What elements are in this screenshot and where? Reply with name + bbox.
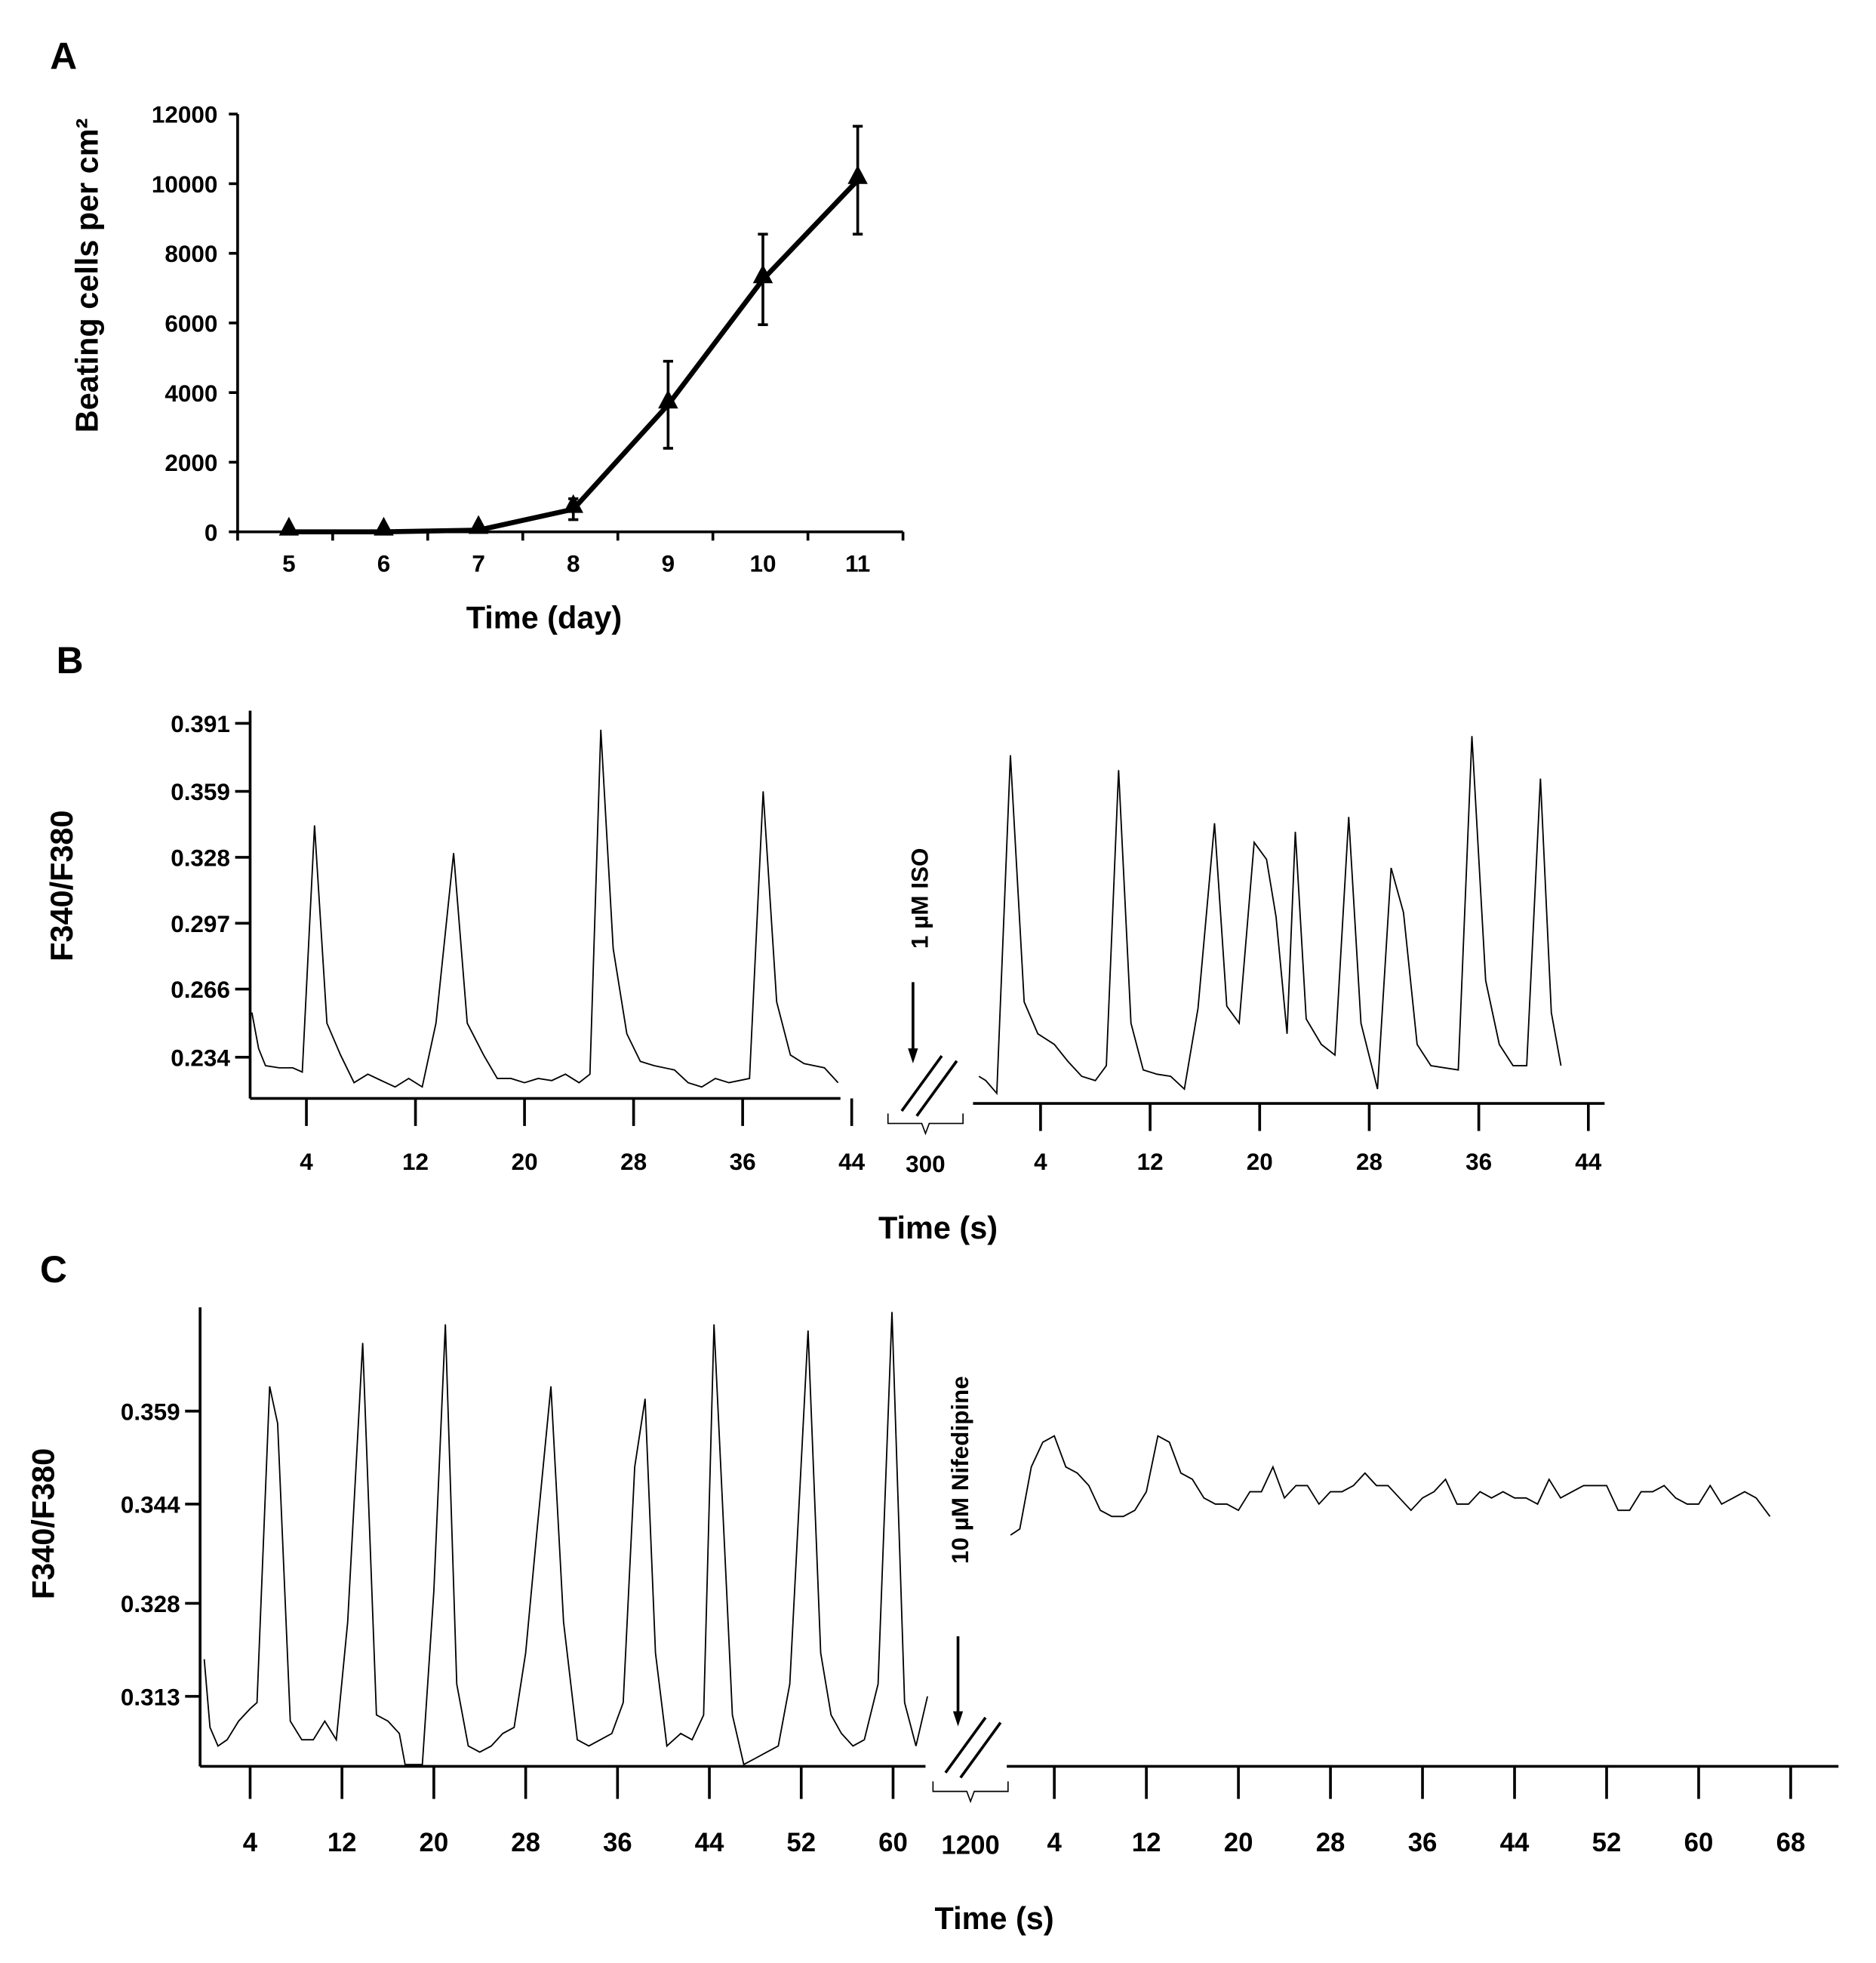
chart-c: 0.313 0.328 0.344 0.359 4 12 20 28 36 44 52 60 4 12 20… (25, 1307, 1839, 1936)
trace-line (251, 729, 839, 1088)
x-tick-label: 28 (1356, 1149, 1382, 1175)
x-tick-label: 44 (838, 1149, 866, 1175)
x-tick-label: 12 (1132, 1828, 1161, 1857)
x-tick-label: 9 (662, 551, 675, 577)
axis-break-brace (887, 1113, 964, 1136)
chart-a: 0 2000 4000 6000 8000 10000 12000 5 6 7 8 9 10 11 Time… (69, 102, 905, 635)
axis-break-mark (915, 1060, 958, 1117)
x-tick-label: 12 (1137, 1149, 1164, 1175)
x-tick-label: 4 (243, 1828, 258, 1857)
x-tick-label: 6 (377, 551, 391, 577)
x-tick-label: 20 (420, 1828, 449, 1857)
y-tick-label: 0.266 (171, 977, 230, 1003)
x-tick-label: 7 (472, 551, 485, 577)
x-tick-label: 10 (749, 551, 776, 577)
y-axis-label: F340/F380 (25, 1448, 60, 1599)
axis-break-label: 300 (906, 1151, 946, 1177)
panel-label-c: C (40, 1248, 67, 1291)
data-point-triangle (374, 516, 394, 536)
y-tick-label: 10000 (152, 171, 218, 198)
x-tick-label: 11 (845, 551, 870, 577)
y-tick-label: 0.313 (121, 1684, 180, 1710)
x-tick-label: 20 (1224, 1828, 1253, 1857)
x-tick-label: 4 (1047, 1828, 1062, 1857)
arrow-head (952, 1711, 964, 1727)
y-axis-label: Beating cells per cm² (69, 118, 104, 433)
y-tick-label: 0.328 (121, 1591, 180, 1617)
y-tick-label: 0.359 (171, 779, 230, 805)
y-tick-label: 0.359 (121, 1398, 180, 1425)
y-tick-label: 8000 (165, 241, 217, 267)
trace-line (978, 736, 1562, 1096)
x-tick-label: 20 (512, 1149, 538, 1175)
panel-label-a: A (50, 35, 77, 77)
x-tick-label: 52 (1592, 1828, 1622, 1857)
y-tick-label: 0 (205, 519, 218, 546)
x-tick-label: 5 (282, 551, 296, 577)
x-tick-label: 28 (620, 1149, 647, 1175)
y-tick-label: 0.297 (171, 911, 230, 937)
trace-line (203, 1312, 928, 1766)
x-tick-label: 52 (786, 1828, 816, 1857)
x-tick-label: 4 (1034, 1149, 1047, 1175)
data-point-triangle (563, 494, 583, 513)
axis-break-brace (932, 1781, 1009, 1804)
x-tick-label: 68 (1776, 1828, 1806, 1857)
x-tick-label: 20 (1247, 1149, 1273, 1175)
axis-break-mark (944, 1716, 987, 1774)
trace-line (1010, 1435, 1771, 1536)
data-point-triangle (752, 264, 773, 284)
axis-break-mark (900, 1055, 943, 1112)
x-tick-label: 44 (1575, 1149, 1602, 1175)
x-tick-label: 60 (1684, 1828, 1714, 1857)
x-axis-label: Time (s) (878, 1210, 998, 1245)
x-axis-label: Time (day) (466, 599, 622, 635)
y-tick-label: 12000 (152, 102, 218, 128)
x-tick-label: 12 (402, 1149, 429, 1175)
y-tick-label: 6000 (165, 311, 217, 337)
y-tick-label: 2000 (165, 450, 217, 476)
x-tick-label: 36 (1465, 1149, 1492, 1175)
data-point-triangle (278, 516, 300, 536)
y-tick-label: 0.234 (171, 1045, 230, 1071)
x-tick-label: 4 (300, 1149, 313, 1175)
x-tick-label: 44 (1500, 1828, 1530, 1857)
x-tick-label: 44 (695, 1828, 724, 1857)
annotation-label: 10 µM Nifedipine (947, 1376, 973, 1564)
y-axis-label: F340/F380 (44, 811, 79, 962)
data-line (288, 178, 860, 535)
y-tick-label: 0.391 (171, 711, 230, 737)
data-point-triangle (468, 515, 489, 534)
data-point-triangle (847, 165, 868, 184)
x-tick-label: 28 (1316, 1828, 1345, 1857)
y-tick-label: 0.344 (121, 1492, 180, 1518)
data-point-triangle (658, 389, 678, 409)
x-axis-label: Time (s) (935, 1900, 1054, 1936)
x-tick-label: 8 (567, 551, 580, 577)
y-tick-label: 0.328 (171, 845, 230, 872)
arrow-head (908, 1048, 918, 1064)
x-tick-label: 36 (730, 1149, 756, 1175)
axis-break-mark (959, 1721, 1002, 1779)
x-tick-label: 60 (878, 1828, 908, 1857)
x-tick-label: 28 (511, 1828, 540, 1857)
annotation-label: 1 µM ISO (907, 848, 933, 949)
y-tick-label: 4000 (165, 380, 217, 407)
x-tick-label: 12 (328, 1828, 357, 1857)
chart-b: 0.234 0.266 0.297 0.328 0.359 0.391 4 12 20 28 36 4… (44, 710, 1605, 1245)
axis-break-label: 1200 (941, 1830, 999, 1860)
x-tick-label: 36 (603, 1828, 632, 1857)
x-tick-label: 36 (1408, 1828, 1438, 1857)
panel-label-b: B (57, 639, 84, 682)
